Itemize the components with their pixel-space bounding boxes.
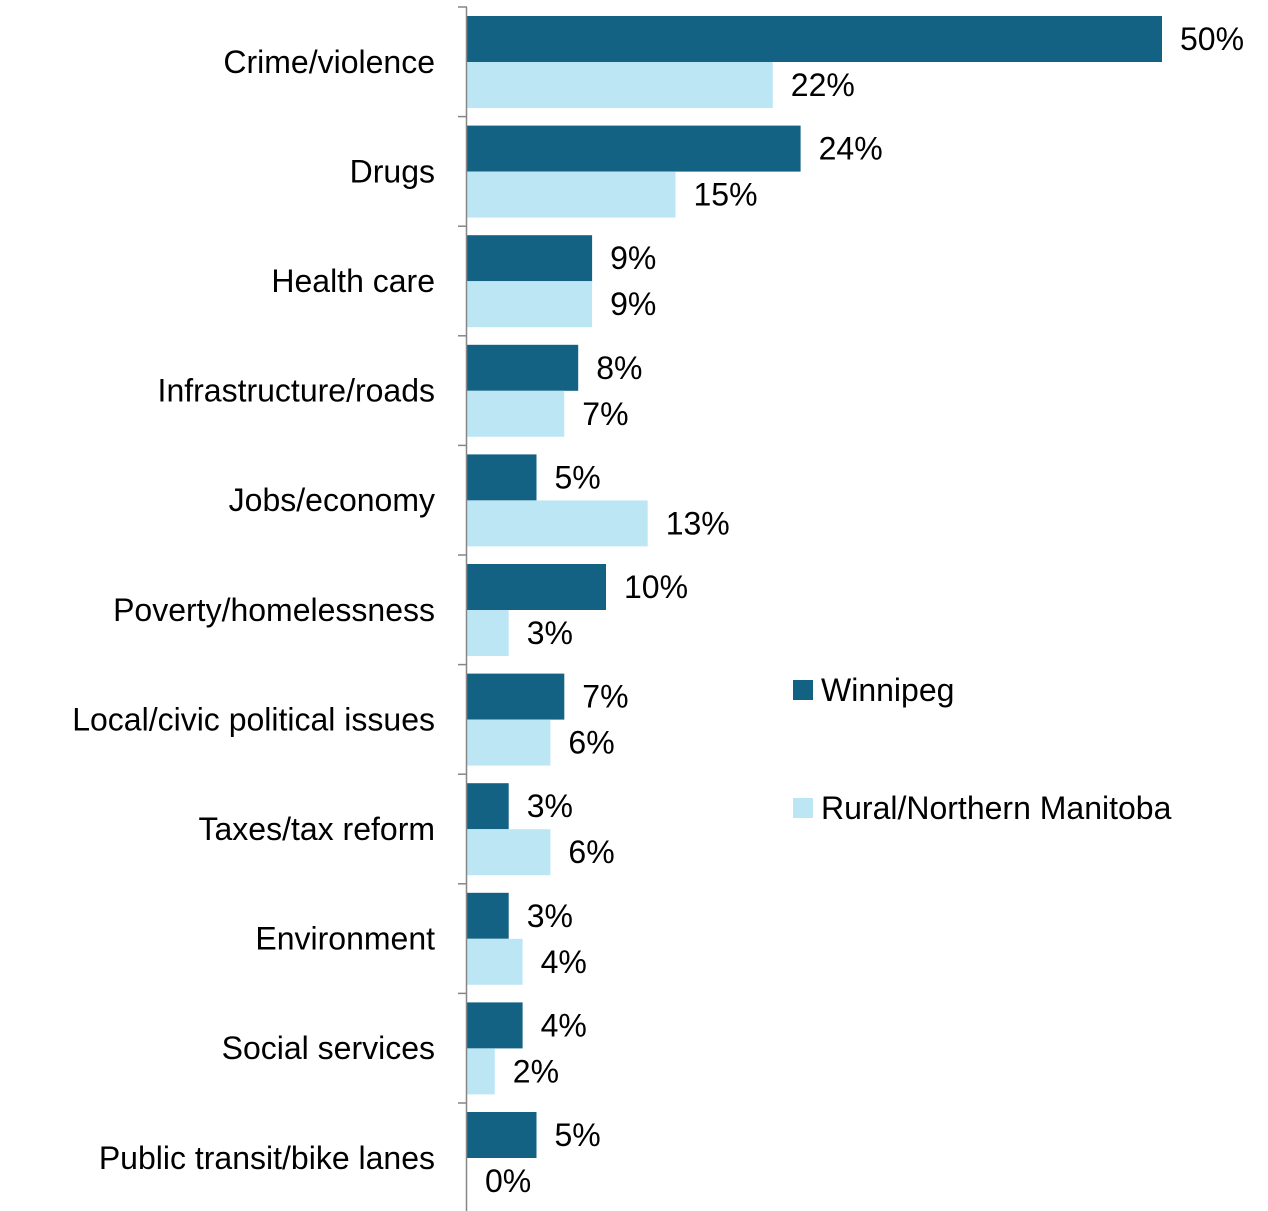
bar-rural-northern-manitoba <box>467 281 593 328</box>
value-labels: 50%24%9%8%5%10%7%3%3%4%5%22%15%9%7%13%3%… <box>485 21 1244 1199</box>
category-label: Jobs/economy <box>229 482 435 518</box>
bar-winnipeg <box>467 454 537 501</box>
data-label: 6% <box>568 725 614 761</box>
category-label: Crime/violence <box>223 44 435 80</box>
data-label: 15% <box>694 177 758 213</box>
data-label: 3% <box>527 788 573 824</box>
data-label: 7% <box>582 679 628 715</box>
bar-winnipeg <box>467 1112 537 1158</box>
category-label: Local/civic political issues <box>72 701 435 737</box>
bars <box>467 16 1162 1158</box>
category-label: Taxes/tax reform <box>198 811 435 847</box>
data-label: 10% <box>624 569 688 605</box>
legend-item-rural-northern-manitoba: Rural/Northern Manitoba <box>793 790 1172 826</box>
bar-rural-northern-manitoba <box>467 500 648 547</box>
bar-winnipeg <box>467 1002 523 1049</box>
bar-winnipeg <box>467 783 509 830</box>
legend-item-winnipeg: Winnipeg <box>793 672 954 708</box>
category-label: Infrastructure/roads <box>158 373 435 409</box>
bar-rural-northern-manitoba <box>467 62 773 108</box>
bar-rural-northern-manitoba <box>467 390 565 437</box>
bar-rural-northern-manitoba <box>467 1048 495 1095</box>
data-label: 6% <box>568 834 614 870</box>
data-label: 24% <box>819 131 883 167</box>
legend-swatch <box>793 798 813 818</box>
data-label: 3% <box>527 615 573 651</box>
data-label: 22% <box>791 67 855 103</box>
bar-winnipeg <box>467 125 801 172</box>
bar-winnipeg <box>467 564 606 610</box>
data-label: 0% <box>485 1163 531 1199</box>
bar-winnipeg <box>467 673 565 720</box>
data-label: 5% <box>555 1117 601 1153</box>
legend-swatch <box>793 680 813 700</box>
data-label: 13% <box>666 505 730 541</box>
data-label: 50% <box>1180 21 1244 57</box>
bar-winnipeg <box>467 344 579 391</box>
legend-label: Winnipeg <box>821 672 954 708</box>
category-axis <box>458 6 468 1211</box>
category-label: Public transit/bike lanes <box>99 1140 435 1176</box>
category-labels: Crime/violence Drugs Health care Infrastruc… <box>72 44 435 1176</box>
category-label: Health care <box>271 263 435 299</box>
category-label: Social services <box>222 1030 435 1066</box>
bar-rural-northern-manitoba <box>467 610 509 656</box>
category-label: Drugs <box>350 153 435 189</box>
data-label: 9% <box>610 240 656 276</box>
data-label: 8% <box>596 350 642 386</box>
bar-rural-northern-manitoba <box>467 719 551 766</box>
data-label: 3% <box>527 898 573 934</box>
legend-label: Rural/Northern Manitoba <box>821 790 1172 826</box>
data-label: 7% <box>582 396 628 432</box>
bar-winnipeg <box>467 16 1162 62</box>
category-label: Environment <box>255 921 435 957</box>
data-label: 5% <box>555 459 601 495</box>
legend: Winnipeg Rural/Northern Manitoba <box>793 672 1172 826</box>
bar-winnipeg <box>467 892 509 939</box>
data-label: 4% <box>541 944 587 980</box>
bar-rural-northern-manitoba <box>467 171 676 218</box>
bar-rural-northern-manitoba <box>467 829 551 876</box>
data-label: 9% <box>610 286 656 322</box>
bar-winnipeg <box>467 235 593 282</box>
bar-rural-northern-manitoba <box>467 938 523 985</box>
data-label: 4% <box>541 1007 587 1043</box>
category-label: Poverty/homelessness <box>113 592 435 628</box>
data-label: 2% <box>513 1053 559 1089</box>
